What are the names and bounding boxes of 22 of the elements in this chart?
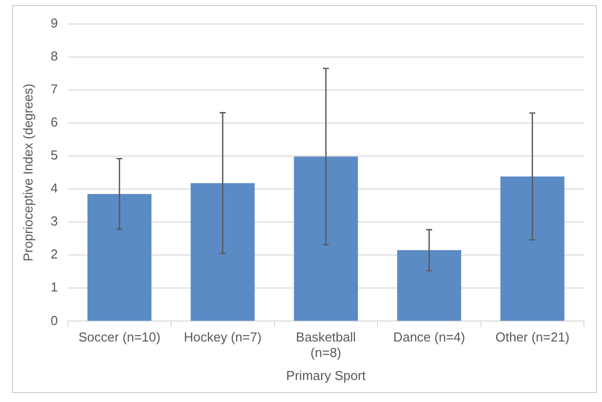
y-tick-label: 9 <box>50 15 58 30</box>
x-axis-title: Primary Sport <box>286 368 366 383</box>
x-tick-label: Hockey (n=7) <box>184 330 262 345</box>
y-tick-label: 6 <box>50 114 58 130</box>
bar <box>294 156 358 321</box>
y-tick-label: 8 <box>50 48 58 64</box>
y-tick-label: 5 <box>50 148 58 163</box>
y-tick-label: 3 <box>50 214 58 229</box>
bar <box>190 183 255 321</box>
y-tick-label: 4 <box>50 180 58 196</box>
y-tick-label: 1 <box>50 280 58 295</box>
x-tick-label: Basketball (n=8) <box>296 330 356 360</box>
bar <box>397 250 462 321</box>
y-tick-label: 2 <box>50 246 58 262</box>
y-tick-label: 7 <box>50 81 58 96</box>
bar <box>87 194 152 321</box>
y-axis-title: Proprioceptive Index (degrees) <box>20 84 36 262</box>
x-tick-label: Soccer (n=10) <box>78 330 160 345</box>
x-tick-label: Other (n=21) <box>495 330 570 345</box>
bar <box>500 176 564 321</box>
x-tick-label: Dance (n=4) <box>393 330 466 345</box>
y-tick-label: 0 <box>50 312 58 328</box>
